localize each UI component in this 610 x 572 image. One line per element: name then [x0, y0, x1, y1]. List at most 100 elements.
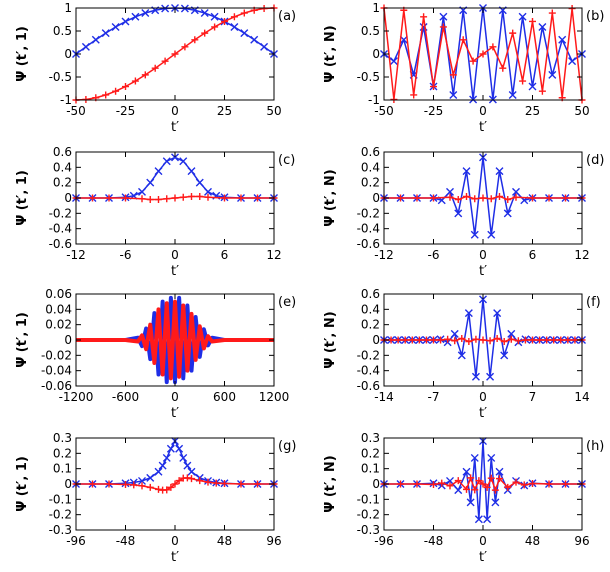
series-blue-point — [495, 467, 504, 476]
y-tick-label: 0.3 — [361, 431, 380, 445]
y-tick-label: -0.02 — [41, 348, 72, 362]
y-axis-label: Ψ (t′, N) — [323, 311, 338, 368]
series-red-point — [545, 194, 553, 202]
series-red-point — [472, 335, 480, 343]
series-blue-point — [548, 70, 557, 79]
series-blue-point — [183, 461, 192, 470]
x-tick-label: 0 — [479, 104, 487, 118]
series-red-point — [543, 336, 551, 344]
series-red-point — [548, 9, 556, 17]
y-tick-label: -0.2 — [49, 508, 72, 522]
series-blue-line — [76, 440, 274, 485]
series-blue-point — [446, 187, 454, 196]
series-red-point — [204, 478, 212, 486]
y-tick-label: 0 — [372, 191, 380, 205]
series-red-point — [167, 483, 175, 491]
series-blue-point — [495, 167, 504, 176]
y-tick-label: 0.5 — [361, 24, 380, 38]
series-blue-point — [538, 22, 547, 31]
series-red-point — [491, 486, 499, 494]
x-axis-label: t′ — [479, 120, 487, 135]
series-red-point — [171, 50, 179, 58]
series-blue-point — [204, 187, 212, 196]
series-blue-point — [462, 467, 471, 476]
x-tick-label: 0 — [171, 534, 179, 548]
panel-label: (e) — [278, 295, 296, 310]
series-red-point — [430, 336, 437, 344]
series-red-point — [163, 195, 171, 203]
x-tick-label: -14 — [374, 390, 394, 404]
panel-b: -50 -25 0 25 50 -1 -0.5 0 0.5 1 t′ Ψ (t′, N) (b) — [323, 1, 604, 135]
panel-g: -96 -48 0 48 96-0.3-0.2-0.100.10.20.3t′Ψ (t′… — [15, 431, 296, 565]
y-tick-label: -0.6 — [357, 237, 380, 251]
y-tick-label: -0.4 — [357, 222, 380, 236]
series-red-point — [568, 5, 576, 13]
series-red-point — [141, 71, 149, 79]
series-red-point — [438, 479, 446, 487]
series-blue-point — [487, 230, 496, 239]
series-blue-point — [210, 12, 219, 21]
y-tick-label: -0.3 — [357, 523, 380, 537]
series-red-point — [467, 474, 475, 482]
y-tick-label: -1 — [368, 93, 380, 107]
series-blue-point — [491, 498, 500, 507]
series-blue-point — [162, 157, 171, 166]
x-tick-label: -25 — [116, 104, 136, 118]
series-blue-point — [466, 498, 475, 507]
y-tick-label: 0.2 — [53, 176, 72, 190]
series-blue-point — [138, 476, 146, 485]
series-red-point — [397, 480, 404, 488]
x-tick-label: -48 — [424, 534, 444, 548]
series-red-point — [504, 483, 512, 491]
y-tick-label: 0.02 — [45, 318, 72, 332]
x-tick-label: -48 — [116, 534, 136, 548]
series-blue-line — [76, 156, 274, 199]
series-red-point — [562, 194, 569, 202]
series-red-point — [221, 17, 228, 25]
series-red-point — [504, 196, 512, 204]
x-axis-label: t′ — [479, 550, 487, 565]
series-blue-point — [131, 12, 140, 21]
series-red-point — [420, 13, 428, 21]
series-red-point — [130, 481, 138, 489]
series-red-point — [410, 91, 418, 99]
series-blue-point — [146, 178, 155, 187]
series-red-point — [471, 486, 479, 494]
y-tick-label: 0.6 — [361, 287, 380, 301]
y-tick-label: -0.6 — [49, 237, 72, 251]
x-tick-label: 1200 — [259, 390, 290, 404]
series-red-point — [463, 485, 470, 493]
series-red-point — [489, 43, 497, 51]
series-red-point — [471, 195, 479, 203]
series-red-point — [437, 336, 445, 344]
x-tick-label: 96 — [574, 534, 589, 548]
series-blue-point — [187, 467, 196, 476]
series-red-point — [458, 334, 466, 342]
series-red-point — [89, 194, 96, 202]
panel-h: -96 -48 0 48 96-0.3-0.2-0.100.10.20.3t′Ψ (t′… — [323, 431, 604, 565]
x-tick-label: 0 — [479, 390, 487, 404]
y-tick-label: 1 — [64, 1, 72, 15]
series-red-point — [514, 337, 522, 345]
y-tick-label: -0.2 — [357, 508, 380, 522]
x-tick-label: 600 — [213, 390, 236, 404]
y-tick-label: 0.2 — [361, 176, 380, 190]
panel-e: -1200 -600 0 600 1200-0.06-0.04-0.0200.020.0… — [15, 287, 296, 421]
series-red-point — [89, 480, 96, 488]
series-blue-point — [171, 153, 179, 162]
series-red-point — [557, 336, 565, 344]
series-red-point — [413, 194, 421, 202]
series-red-point — [161, 57, 169, 65]
series-blue-point — [469, 95, 478, 104]
y-tick-label: 0 — [64, 47, 72, 61]
series-blue-point — [200, 9, 209, 18]
series-red-point — [155, 485, 162, 493]
series-red-point — [422, 336, 430, 344]
y-tick-label: 1 — [372, 1, 380, 15]
y-tick-label: 0.4 — [53, 160, 72, 174]
series-blue-point — [454, 209, 463, 218]
series-red-point — [509, 29, 517, 37]
x-tick-label: 0 — [171, 248, 179, 262]
series-red-point — [430, 83, 437, 91]
series-red-point — [415, 336, 423, 344]
